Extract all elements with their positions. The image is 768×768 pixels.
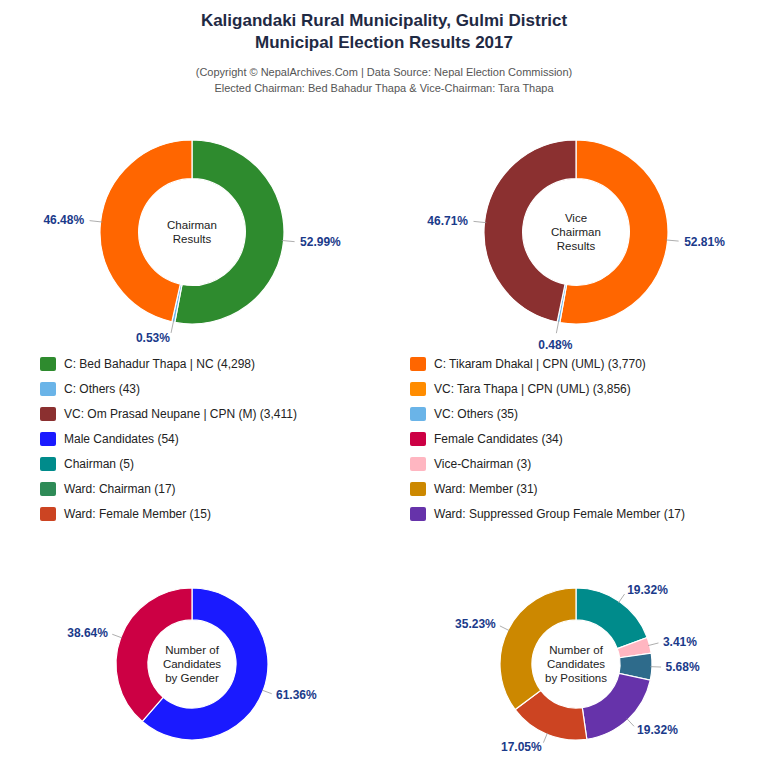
leader-line [650, 666, 661, 667]
data-label: 35.23% [455, 617, 496, 631]
center-label: ChairmanResults [167, 219, 217, 245]
leader-line [90, 221, 103, 222]
donut-chart: 52.81% 0.48% 46.71% ViceChairmanResults [427, 140, 725, 352]
center-label: Number ofCandidatesby Gender [163, 644, 221, 684]
legend-swatch [40, 357, 56, 371]
legend-label: Chairman (5) [64, 457, 134, 471]
leader-line [543, 733, 547, 743]
data-label: 19.32% [637, 723, 678, 737]
leader-line [474, 221, 487, 222]
data-label: 0.53% [136, 331, 170, 345]
legend-swatch [410, 432, 426, 446]
background [0, 0, 768, 768]
legend-swatch [40, 407, 56, 421]
subtitle: (Copyright © NepalArchives.Com | Data So… [196, 66, 573, 94]
legend-swatch [410, 457, 426, 471]
legend-label: VC: Others (35) [434, 407, 518, 421]
leader-line [648, 643, 658, 646]
data-label: 3.41% [663, 635, 697, 649]
leader-line [627, 719, 634, 727]
leader-line [262, 690, 272, 694]
legend-swatch [40, 382, 56, 396]
legend-swatch [410, 482, 426, 496]
legend-label: C: Tikaram Dhakal | CPN (UML) (3,770) [434, 357, 646, 371]
legend-label: Ward: Female Member (15) [64, 507, 211, 521]
legend-label: Ward: Chairman (17) [64, 482, 176, 496]
donut-chart: 61.36% 38.64% Number ofCandidatesby Gender [67, 588, 317, 740]
legend-label: Ward: Suppressed Group Female Member (17… [434, 507, 685, 521]
data-label: 61.36% [276, 688, 317, 702]
legend-swatch [40, 507, 56, 521]
legend-swatch [410, 507, 426, 521]
donut-chart: 19.32% 3.41% 5.68% 19.32% 17.05% 35.23% Number… [455, 583, 700, 754]
legend-swatch [410, 357, 426, 371]
leader-line [282, 240, 295, 241]
legend-label: VC: Om Prasad Neupane | CPN (M) (3,411) [64, 407, 297, 421]
data-label: 5.68% [666, 660, 700, 674]
data-label: 0.48% [538, 338, 572, 352]
legend-swatch [410, 407, 426, 421]
data-label: 17.05% [501, 740, 542, 754]
leader-line [666, 240, 679, 241]
legend-label: C: Bed Bahadur Thapa | NC (4,298) [64, 357, 255, 371]
data-label: 46.48% [43, 213, 84, 227]
legend-swatch [410, 382, 426, 396]
title: Kaligandaki Rural Municipality, Gulmi Di… [201, 11, 568, 52]
legend-label: Male Candidates (54) [64, 432, 179, 446]
data-label: 19.32% [627, 583, 668, 597]
legend-label: Vice-Chairman (3) [434, 457, 531, 471]
data-label: 46.71% [427, 214, 468, 228]
leader-line [500, 626, 510, 631]
figure: Kaligandaki Rural Municipality, Gulmi Di… [0, 0, 768, 768]
legend-label: VC: Tara Thapa | CPN (UML) (3,856) [434, 382, 631, 396]
donut-chart: 52.99% 0.53% 46.48% ChairmanResults [43, 140, 341, 345]
data-label: 52.81% [684, 235, 725, 249]
legend: C: Bed Bahadur Thapa | NC (4,298) C: Othe… [40, 357, 685, 521]
center-label: Number ofCandidatesby Positions [545, 644, 607, 684]
legend-swatch [40, 457, 56, 471]
legend-label: Female Candidates (34) [434, 432, 563, 446]
data-label: 38.64% [67, 626, 108, 640]
legend-swatch [40, 432, 56, 446]
legend-label: Ward: Member (31) [434, 482, 538, 496]
legend-label: C: Others (43) [64, 382, 140, 396]
data-label: 52.99% [300, 235, 341, 249]
legend-swatch [40, 482, 56, 496]
center-label: ViceChairmanResults [551, 212, 601, 252]
leader-line [618, 594, 624, 603]
leader-line [112, 634, 122, 638]
